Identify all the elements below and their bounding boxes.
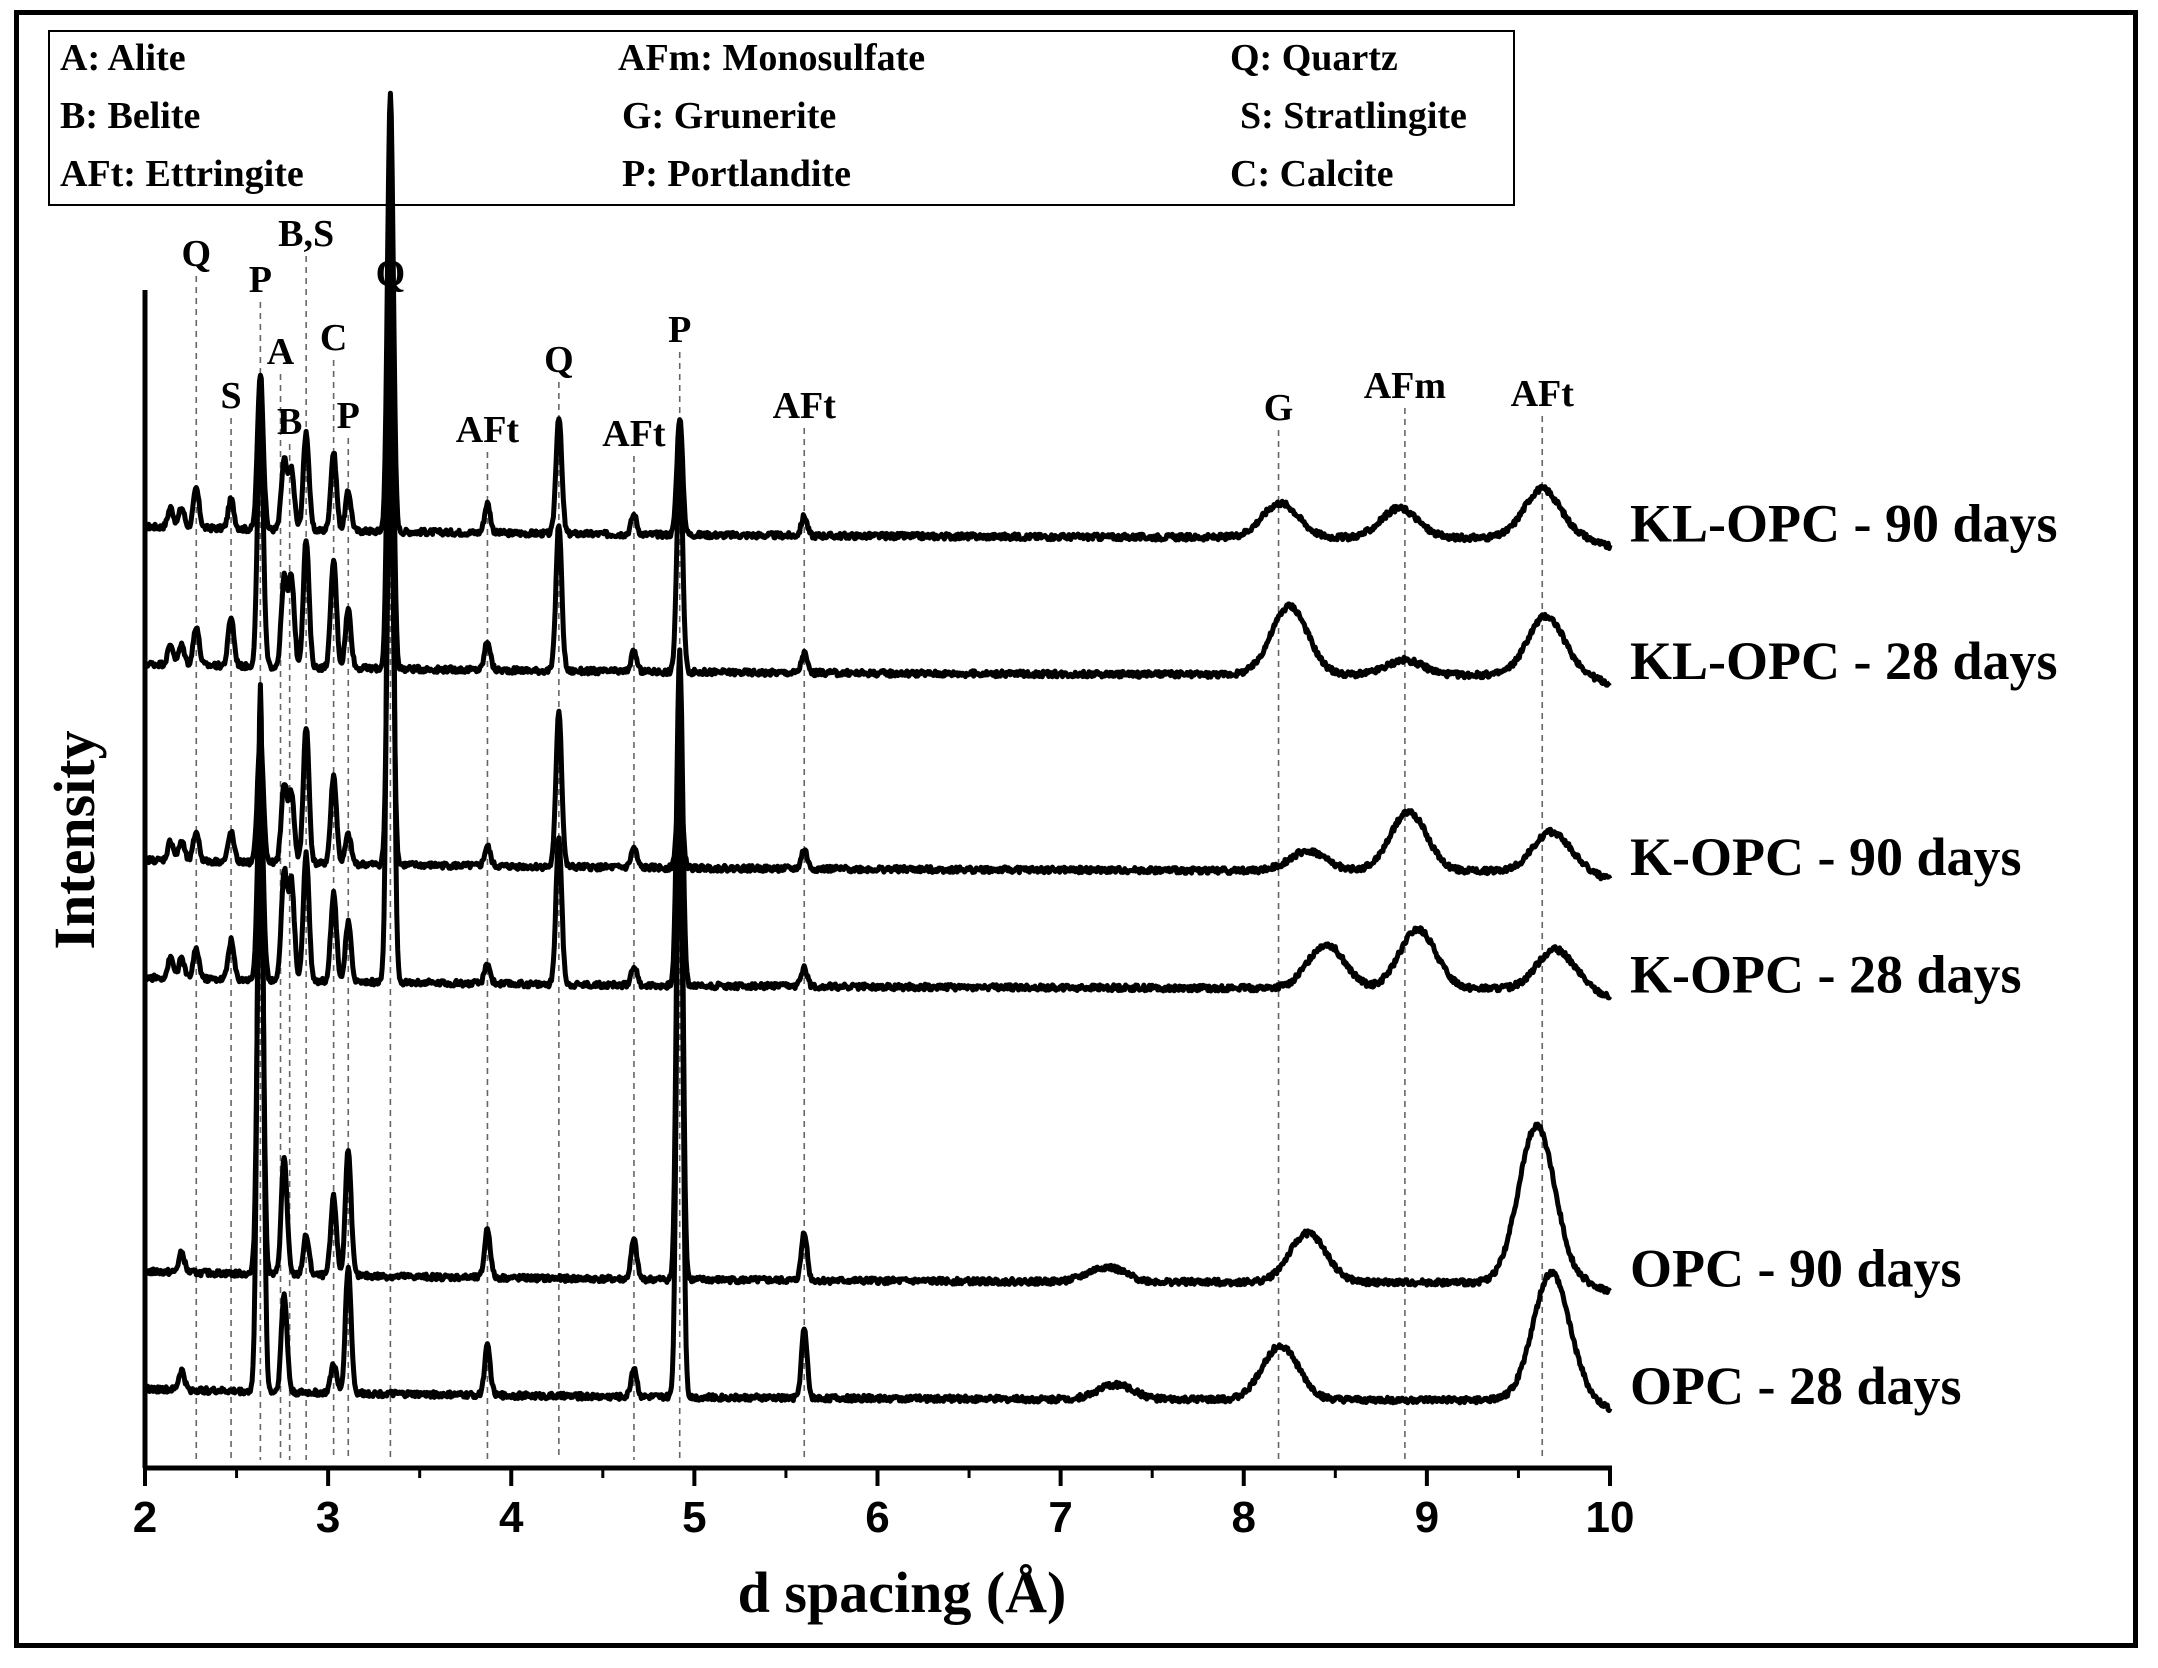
x-tick-label: 2 xyxy=(133,1493,157,1542)
series-label: OPC - 90 days xyxy=(1630,1239,1962,1299)
phase-marker-label: G xyxy=(1264,387,1294,429)
phase-marker-label: AFm xyxy=(1364,365,1446,407)
phase-marker-label: P xyxy=(668,309,691,351)
series-line xyxy=(142,225,1612,688)
legend-entry-monosulfate: AFm: Monosulfate xyxy=(618,37,926,79)
phase-marker-label: Q xyxy=(181,233,211,275)
phase-marker-label: AFt xyxy=(456,409,520,451)
x-tick-label: 3 xyxy=(316,1493,340,1542)
legend-entry-stratlingite: S: Stratlingite xyxy=(1240,95,1467,137)
x-tick-label: 6 xyxy=(865,1493,889,1542)
phase-marker-label: B,S xyxy=(278,213,334,255)
phase-marker-label: C xyxy=(320,317,347,359)
series-label: KL-OPC - 90 days xyxy=(1630,494,2058,554)
x-tick-label: 4 xyxy=(499,1493,524,1542)
series-line xyxy=(142,148,1613,1001)
legend-entry-portlandite: P: Portlandite xyxy=(622,153,852,195)
series-line xyxy=(143,90,1613,551)
x-tick-label: 8 xyxy=(1232,1493,1256,1542)
phase-marker-label: P xyxy=(337,395,360,437)
axes-group: 2 3 4 5 6 7 8 9 10 xyxy=(133,290,1635,1542)
figure-frame xyxy=(14,10,2138,1648)
phase-marker-label: P xyxy=(249,259,272,301)
x-tick-label: 10 xyxy=(1586,1493,1635,1542)
phase-marker-label: AFt xyxy=(602,413,666,455)
series-label: K-OPC - 90 days xyxy=(1630,827,2022,887)
legend-entry-calcite: C: Calcite xyxy=(1230,153,1394,195)
x-tick-label: 5 xyxy=(682,1493,706,1542)
phase-marker-label: S xyxy=(220,375,241,417)
x-axis-label: d spacing (Å) xyxy=(738,1560,1067,1625)
series-line xyxy=(142,671,1612,1295)
phase-marker-label: AFt xyxy=(773,385,837,427)
legend-entry-quartz: Q: Quartz xyxy=(1230,37,1398,79)
phase-marker-label: B xyxy=(277,401,302,443)
series-label: OPC - 28 days xyxy=(1630,1356,1962,1416)
y-axis-label: Intensity xyxy=(42,730,107,949)
phase-marker-label: A xyxy=(267,331,295,373)
x-tick-label: 7 xyxy=(1048,1493,1072,1542)
x-tick-label: 9 xyxy=(1415,1493,1439,1542)
phase-marker-label: AFt xyxy=(1511,373,1575,415)
series-label: KL-OPC - 28 days xyxy=(1630,631,2058,691)
series-line xyxy=(143,682,1613,1413)
phase-legend: A: Alite B: Belite AFt: Ettringite AFm: … xyxy=(48,30,1515,206)
series-label: K-OPC - 28 days xyxy=(1630,945,2022,1005)
series-group: KL-OPC - 90 days KL-OPC - 28 days K-OPC - … xyxy=(142,90,2058,1416)
series-line xyxy=(143,419,1613,882)
legend-entry-belite: B: Belite xyxy=(60,95,201,137)
legend-entry-grunerite: G: Grunerite xyxy=(622,95,837,137)
legend-entry-alite: A: Alite xyxy=(60,37,186,79)
phase-marker-label: Q xyxy=(544,339,574,381)
legend-entry-ettringite: AFt: Ettringite xyxy=(60,153,304,195)
